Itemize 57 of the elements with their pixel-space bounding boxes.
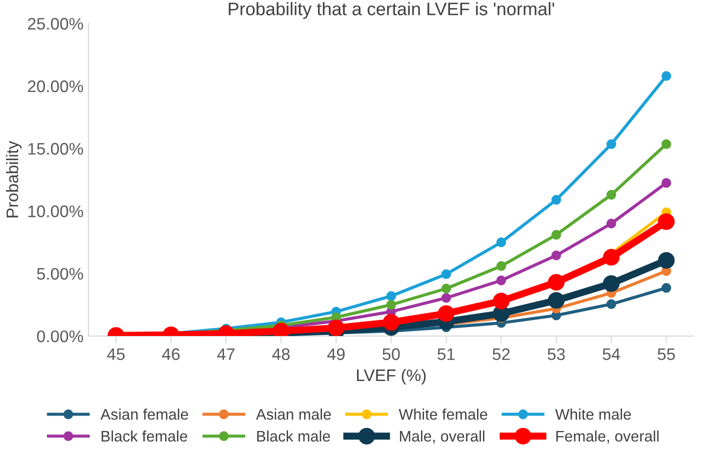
legend-label: Asian female	[100, 408, 188, 420]
point	[386, 291, 396, 301]
legend-label: Male, overall	[400, 430, 484, 444]
point	[496, 237, 506, 248]
point	[496, 261, 506, 271]
point	[661, 71, 672, 81]
point	[602, 275, 620, 292]
point	[551, 250, 562, 260]
y-axis-title: Probability	[6, 140, 22, 218]
x-tick-label: 46	[162, 348, 180, 360]
point	[551, 194, 562, 205]
x-tick-label: 49	[327, 348, 345, 360]
x-tick-label: 48	[272, 348, 290, 360]
point	[548, 292, 565, 309]
x-tick-label: 53	[548, 348, 565, 360]
y-tick-label: 15.00%	[28, 142, 84, 155]
y-tick-label: 5.00%	[37, 268, 84, 280]
y-tick-label: 0.00%	[37, 330, 84, 342]
chart-title: Probability that a certain LVEF is 'normal'	[228, 2, 554, 19]
x-tick-label: 47	[217, 348, 235, 360]
point	[441, 293, 452, 303]
point	[548, 274, 565, 291]
x-axis-title: LVEF (%)	[357, 368, 426, 384]
legend-label: Black female	[102, 430, 188, 442]
y-tick-label: 20.00%	[28, 80, 84, 92]
point	[602, 248, 620, 266]
point	[492, 292, 510, 310]
point	[386, 300, 396, 310]
point	[328, 320, 344, 336]
point	[606, 299, 616, 310]
point	[658, 252, 675, 269]
y-tick-label: 10.00%	[28, 205, 84, 218]
point	[606, 190, 616, 200]
x-tick-label: 45	[107, 348, 125, 360]
point	[661, 283, 672, 293]
point	[661, 139, 672, 150]
legend-label: Black male	[257, 430, 330, 442]
legend-label: Female, overall	[556, 430, 659, 444]
point	[658, 213, 675, 230]
y-tick-label: 25.00%	[28, 18, 84, 30]
point	[382, 314, 400, 331]
point	[551, 230, 562, 240]
point	[661, 178, 672, 188]
point	[438, 305, 455, 322]
x-tick-label: 54	[602, 348, 620, 360]
point	[606, 139, 616, 150]
point	[441, 284, 452, 294]
x-tick-label: 51	[438, 348, 455, 360]
legend-label: White male	[555, 408, 631, 420]
point	[441, 269, 452, 280]
x-tick-label: 50	[382, 348, 400, 360]
legend-label: Asian male	[256, 408, 331, 420]
point	[606, 218, 616, 228]
legend-label: White female	[398, 408, 488, 420]
x-tick-label: 55	[658, 348, 675, 360]
point	[496, 276, 506, 286]
x-tick-label: 52	[492, 348, 510, 360]
